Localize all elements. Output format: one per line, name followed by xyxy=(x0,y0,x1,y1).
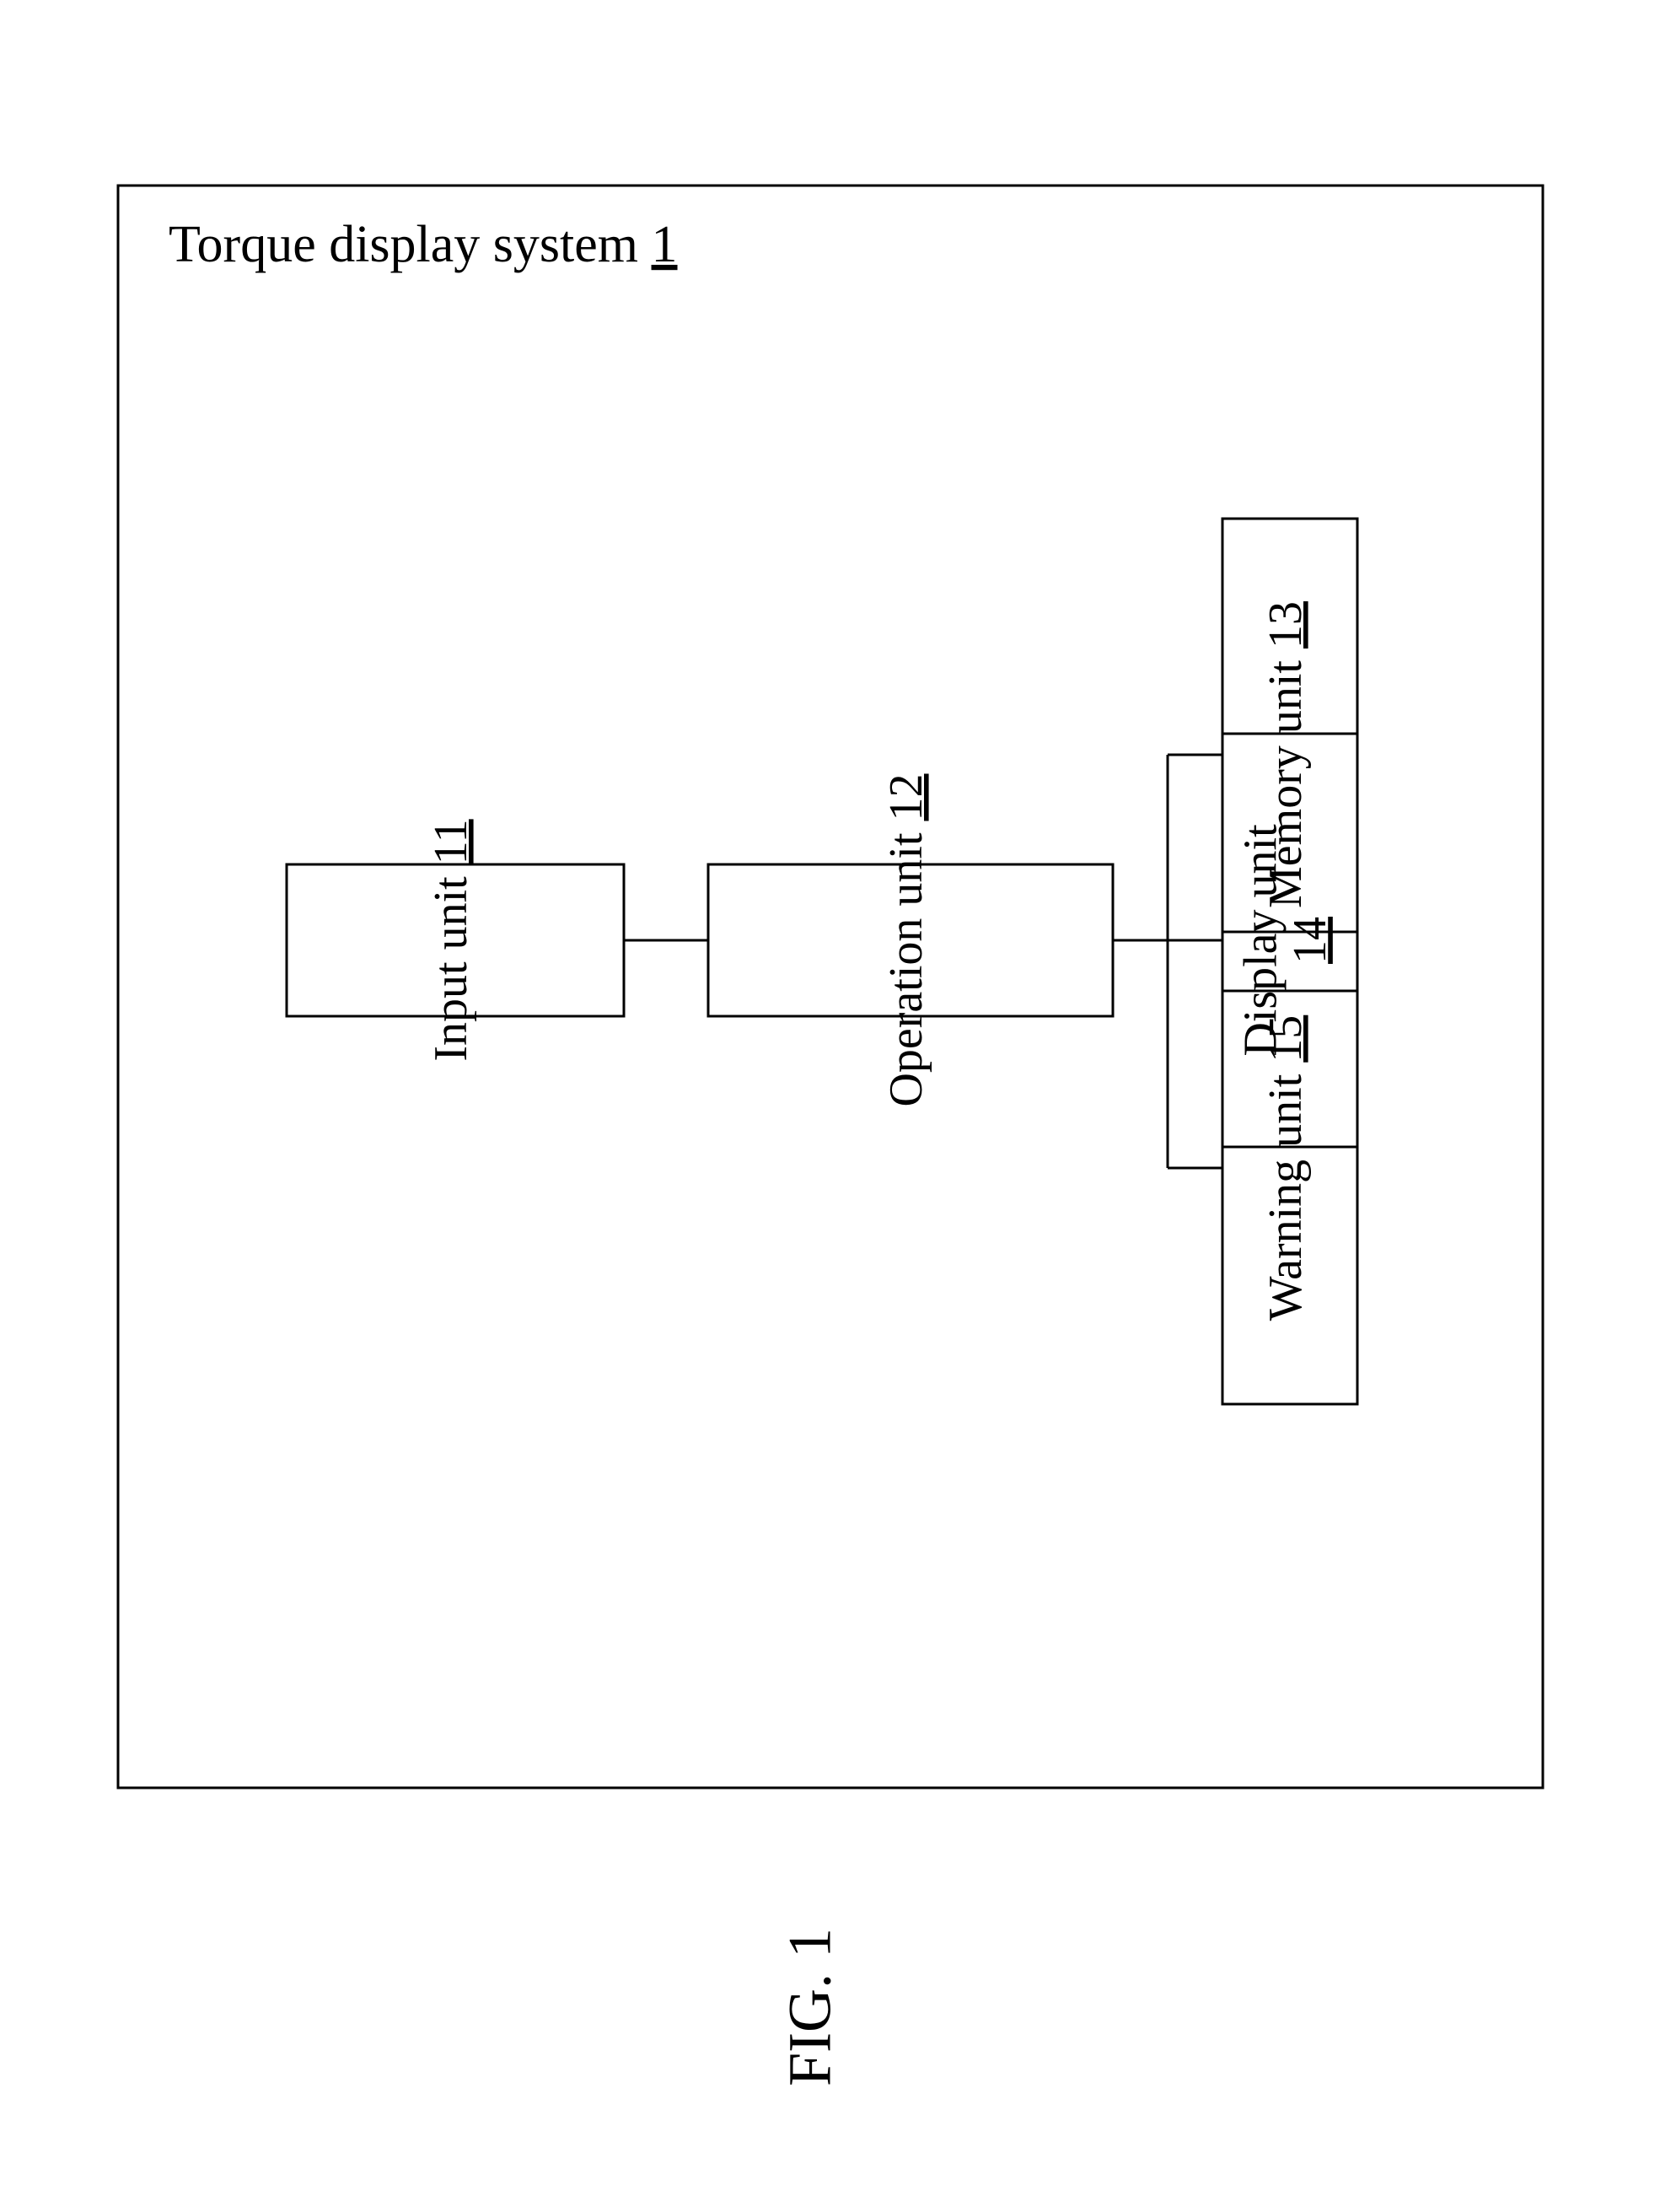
container-label: Torque display system 1 xyxy=(169,216,678,273)
warning-label: Warning unit 15 xyxy=(1260,1015,1312,1321)
operation-label: Operation unit 12 xyxy=(880,773,932,1106)
display-label-line2: 14 xyxy=(1284,917,1336,964)
input-label: Input unit 11 xyxy=(425,819,477,1061)
figure-label: FIG. 1 xyxy=(776,1928,844,2086)
